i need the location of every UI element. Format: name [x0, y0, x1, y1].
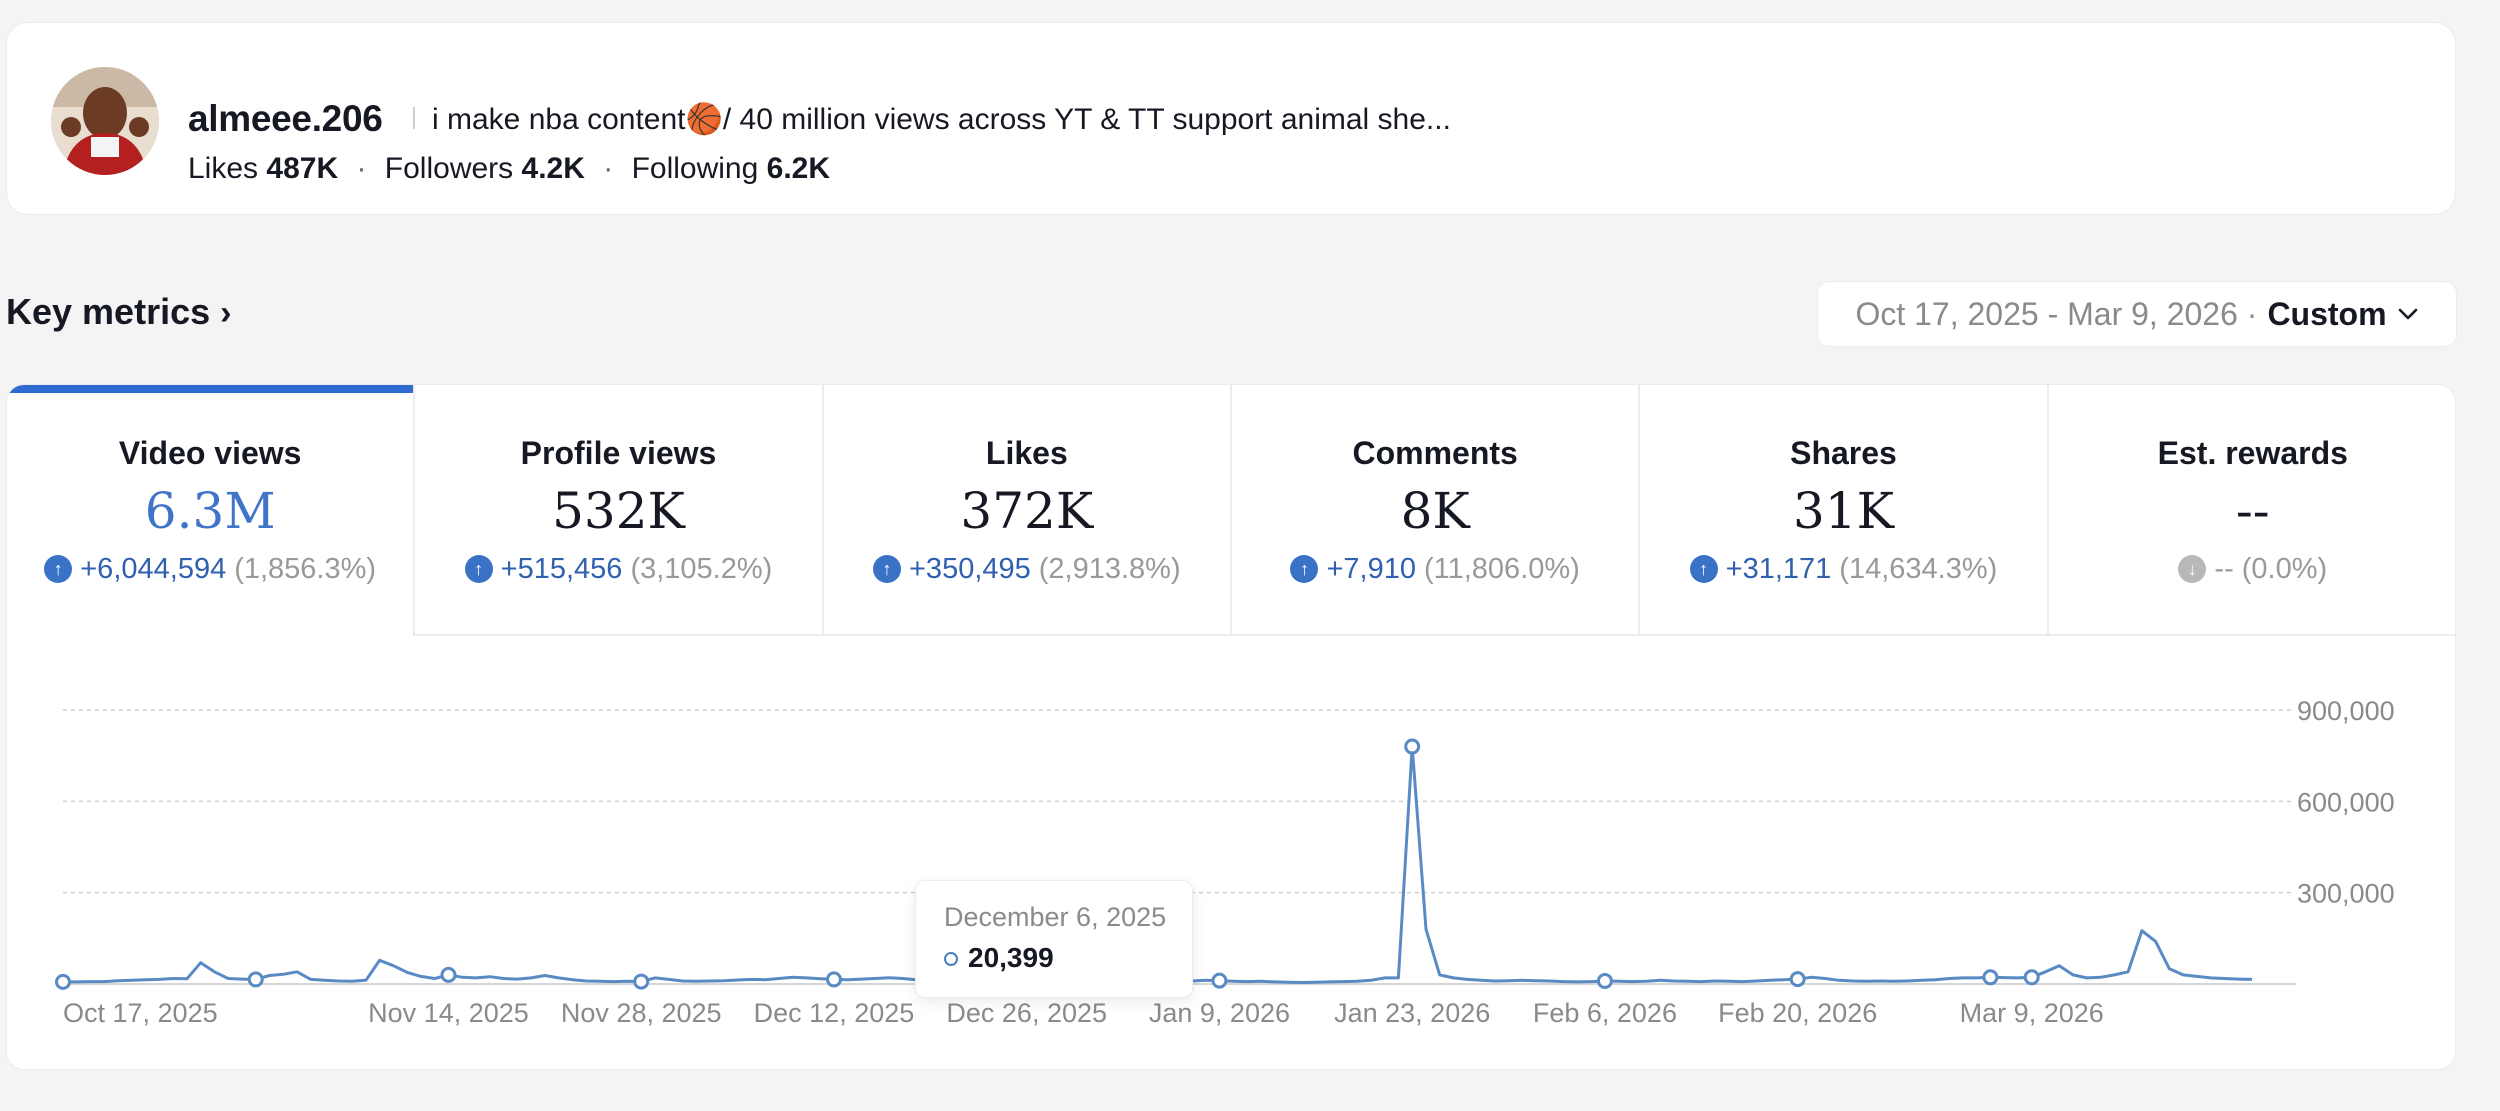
metric-change: ↑ +6,044,594 (1,856.3%) [7, 551, 413, 587]
metric-delta: +6,044,594 [80, 553, 227, 585]
arrow-up-circle-icon: ↑ [464, 555, 493, 583]
metric-percent: (3,105.2%) [630, 553, 773, 585]
metric-delta: +515,456 [500, 553, 623, 585]
arrow-up-circle-icon: ↑ [873, 555, 901, 583]
tooltip-date: December 6, 2025 [944, 902, 1167, 932]
data-point-marker [1404, 738, 1421, 755]
profile-stats: Likes 487K · Followers 4.2K · Following … [188, 151, 830, 187]
tab-video-views[interactable]: Video views 6.3M ↑ +6,044,594 (1,856.3%) [7, 385, 416, 636]
data-point-marker [247, 971, 264, 988]
metric-delta: +350,495 [909, 553, 1031, 585]
x-tick-label: Oct 17, 2025 [63, 998, 218, 1028]
x-tick-label: Nov 14, 2025 [368, 998, 529, 1028]
data-point-marker [1596, 972, 1613, 989]
tab-shares[interactable]: Shares 31K ↑ +31,171 (14,634.3%) [1640, 385, 2049, 636]
tab-comments[interactable]: Comments 8K ↑ +7,910 (11,806.0%) [1231, 385, 1641, 636]
x-tick-label: Nov 28, 2025 [561, 998, 722, 1028]
x-tick-label: Jan 23, 2026 [1334, 998, 1490, 1028]
stat-likes-label: Likes [188, 152, 259, 185]
chevron-down-icon [2398, 308, 2417, 320]
metric-value: -- [2235, 482, 2270, 540]
profile-card: almeee.206 i make nba content🏀/ 40 milli… [6, 22, 2456, 215]
stat-likes-value: 487K [266, 152, 339, 185]
metric-percent: (1,856.3%) [234, 553, 377, 585]
profile-bio: i make nba content🏀/ 40 million views ac… [432, 103, 1451, 136]
data-point-marker [55, 973, 71, 990]
stat-followers-value: 4.2K [521, 152, 585, 185]
stat-followers-label: Followers [384, 152, 514, 185]
metric-change: ↑ +515,456 (3,105.2%) [415, 551, 821, 587]
date-range-mode: Custom [2267, 295, 2387, 332]
data-point-marker [1211, 972, 1228, 989]
metric-percent: (0.0%) [2241, 553, 2328, 585]
tooltip-marker-icon [944, 952, 958, 966]
chevron-right-icon: › [220, 294, 232, 332]
metric-delta: -- [2214, 553, 2234, 585]
data-point-marker [1789, 971, 1806, 988]
stat-following-value: 6.2K [766, 152, 831, 185]
metric-value: 31K [1792, 482, 1894, 540]
data-point-marker [440, 966, 457, 983]
data-point-marker [1982, 969, 1999, 986]
x-tick-label: Feb 6, 2026 [1533, 998, 1677, 1028]
date-range-text: Oct 17, 2025 - Mar 9, 2026 · [1855, 295, 2258, 332]
name-divider [413, 107, 415, 129]
chart-tooltip: December 6, 2025 20,399 [915, 880, 1193, 998]
metric-percent: (2,913.8%) [1038, 553, 1181, 585]
metric-delta: +31,171 [1725, 553, 1832, 585]
metric-change: ↑ +350,495 (2,913.8%) [824, 551, 1230, 587]
arrow-up-circle-icon: ↑ [44, 555, 73, 583]
metric-change: ↑ +31,171 (14,634.3%) [1640, 551, 2046, 587]
key-metrics-link[interactable]: Key metrics › [6, 290, 231, 335]
y-tick-label: 300,000 [2297, 879, 2395, 909]
tab-profile-views[interactable]: Profile views 532K ↑ +515,456 (3,105.2%) [415, 385, 824, 636]
metric-value: 372K [960, 482, 1094, 540]
stat-separator: · [603, 152, 614, 185]
metric-change: ↓ -- (0.0%) [2049, 551, 2455, 587]
metric-value: 6.3M [144, 482, 276, 540]
x-tick-label: Jan 9, 2026 [1149, 998, 1290, 1028]
metric-label: Comments [1352, 435, 1518, 471]
x-tick-label: Dec 12, 2025 [754, 998, 915, 1028]
x-tick-label: Feb 20, 2026 [1718, 998, 1877, 1028]
tab-est-rewards[interactable]: Est. rewards -- ↓ -- (0.0%) [2048, 385, 2455, 636]
metric-label: Profile views [520, 435, 717, 471]
metric-label: Video views [118, 435, 302, 471]
metric-percent: (14,634.3%) [1839, 553, 1998, 585]
metric-tabs: Video views 6.3M ↑ +6,044,594 (1,856.3%)… [7, 385, 2455, 636]
data-point-marker [633, 973, 650, 990]
arrow-down-circle-icon: ↓ [2178, 555, 2207, 583]
arrow-up-circle-icon: ↑ [1290, 555, 1319, 583]
date-range-selector[interactable]: Oct 17, 2025 - Mar 9, 2026 · Custom [1817, 281, 2457, 347]
data-point-marker [825, 971, 842, 988]
profile-username[interactable]: almeee.206 [188, 98, 383, 139]
tooltip-value: 20,399 [968, 942, 1054, 973]
metric-change: ↑ +7,910 (11,806.0%) [1232, 551, 1638, 587]
stat-following-label: Following [631, 152, 759, 185]
metric-delta: +7,910 [1326, 553, 1416, 585]
metrics-card: Video views 6.3M ↑ +6,044,594 (1,856.3%)… [6, 384, 2456, 1070]
metric-value: 8K [1400, 482, 1470, 540]
x-tick-label: Dec 26, 2025 [946, 998, 1107, 1028]
metric-label: Shares [1790, 435, 1897, 471]
metric-percent: (11,806.0%) [1423, 553, 1580, 585]
metric-label: Likes [985, 435, 1068, 471]
metric-value: 532K [552, 482, 685, 540]
stat-separator: · [356, 152, 367, 185]
x-tick-label: Mar 9, 2026 [1960, 998, 2104, 1028]
y-tick-label: 900,000 [2297, 696, 2395, 726]
arrow-up-circle-icon: ↑ [1689, 555, 1718, 583]
metric-label: Est. rewards [2157, 435, 2348, 471]
data-point-marker [2023, 969, 2040, 986]
key-metrics-title: Key metrics [6, 291, 211, 332]
tab-likes[interactable]: Likes 372K ↑ +350,495 (2,913.8%) [823, 385, 1232, 636]
y-tick-label: 600,000 [2297, 787, 2395, 817]
